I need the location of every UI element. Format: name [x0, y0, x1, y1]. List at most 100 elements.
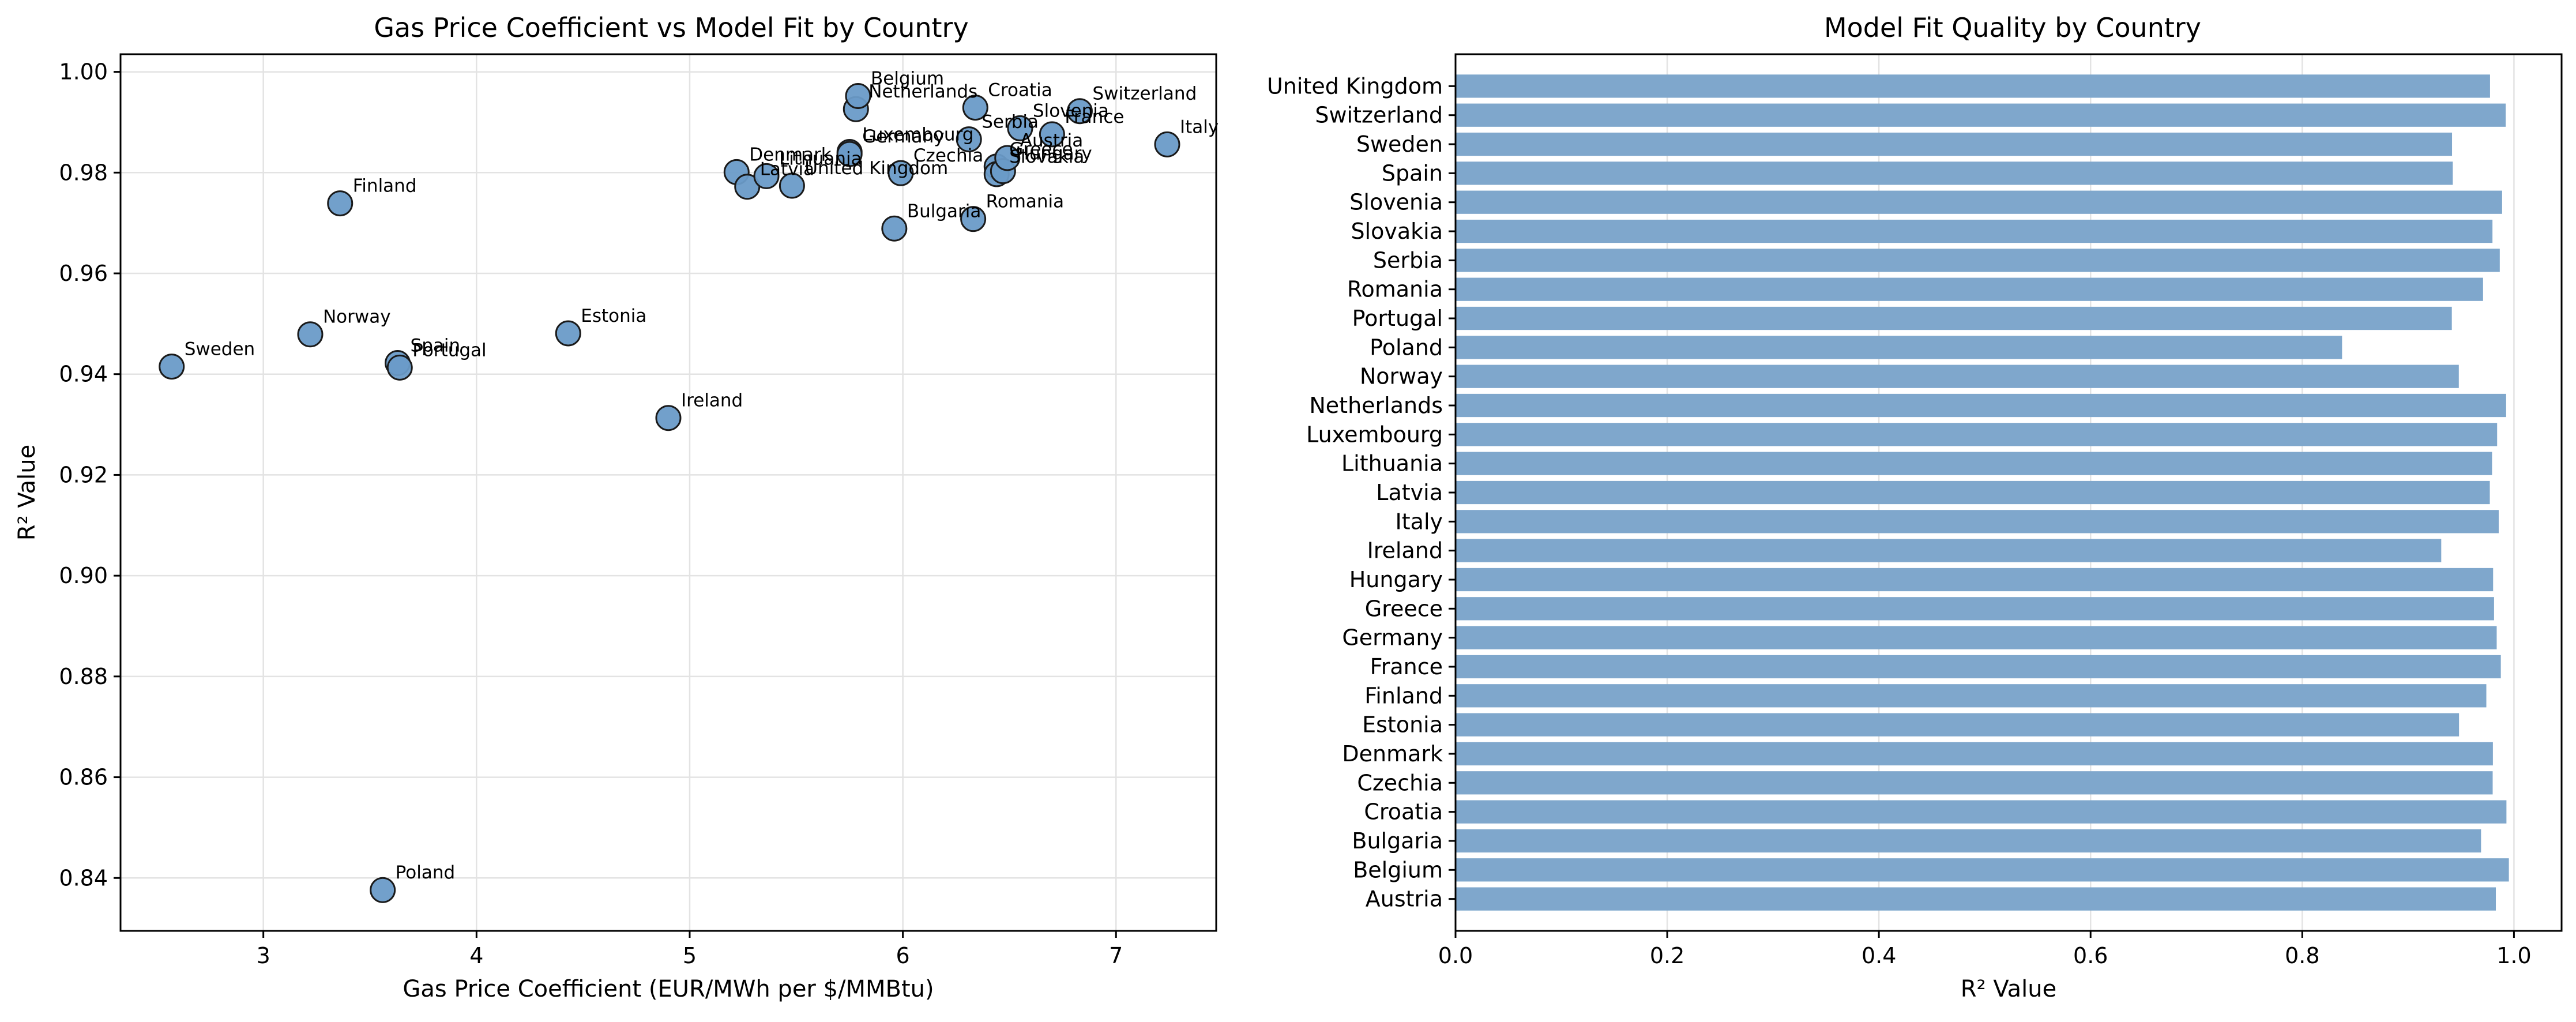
bar-category-label: Romania: [1347, 277, 1443, 302]
scatter-point-label: Serbia: [981, 112, 1039, 133]
scatter-point-label: Poland: [396, 862, 456, 883]
scatter-y-tick-label: 0.90: [59, 563, 108, 588]
scatter-point-label: Ireland: [681, 390, 743, 411]
scatter-point-label: Slovakia: [1009, 146, 1084, 167]
scatter-point: [555, 320, 581, 347]
scatter-point-label: Belgium: [871, 69, 944, 89]
bar-category-label: Austria: [1366, 886, 1443, 912]
scatter-point: [888, 160, 914, 186]
bar: [1456, 306, 2452, 330]
bar-category-label: Switzerland: [1315, 103, 1443, 128]
bar-x-axis-label: R² Value: [1961, 976, 2056, 1002]
scatter-point-label: Spain: [411, 335, 461, 356]
bar-category-label: Spain: [1382, 160, 1443, 186]
bar-category-label: Poland: [1370, 335, 1443, 360]
scatter-point-label: Estonia: [581, 306, 646, 326]
bar-category-label: United Kingdom: [1267, 73, 1443, 99]
scatter-point: [297, 321, 324, 348]
bar-category-label: Norway: [1360, 364, 1443, 389]
scatter-point-label: Finland: [353, 176, 417, 197]
scatter-point-label: Austria: [1020, 130, 1084, 151]
scatter-y-tick-label: 1.00: [59, 59, 108, 85]
bar: [1456, 684, 2487, 708]
bar: [1456, 452, 2492, 475]
scatter-point-label: Sweden: [185, 339, 255, 360]
scatter-point-label: Denmark: [749, 144, 832, 165]
bar-category-label: Germany: [1342, 625, 1443, 651]
bar-category-label: Netherlands: [1309, 393, 1443, 418]
bar-x-tick-label: 0.8: [2285, 943, 2319, 968]
bar-category-label: Belgium: [1353, 857, 1443, 882]
bar-category-label: Latvia: [1376, 480, 1443, 505]
bar: [1456, 365, 2459, 388]
scatter-point-label: Germany: [862, 126, 944, 147]
scatter-point-label: Czechia: [913, 145, 983, 166]
scatter-point: [386, 354, 413, 381]
bar-category-label: Italy: [1396, 509, 1443, 534]
scatter-x-tick-label: 7: [1109, 943, 1123, 968]
bar-category-label: Hungary: [1349, 567, 1443, 592]
scatter-point: [753, 163, 780, 189]
scatter-y-tick-label: 0.96: [59, 261, 108, 286]
bar: [1456, 219, 2493, 243]
scatter-point-label: Romania: [986, 191, 1065, 212]
scatter-point-label: Lithuania: [779, 148, 862, 169]
bar: [1456, 423, 2498, 446]
bar-category-label: Denmark: [1342, 741, 1443, 766]
scatter-y-axis-label: R² Value: [14, 445, 40, 540]
scatter-y-tick-label: 0.86: [59, 765, 108, 790]
bar-x-tick-label: 0.0: [1438, 943, 1473, 968]
scatter-point-label: United Kingdom: [804, 158, 948, 179]
scatter-point-label: Bulgaria: [907, 201, 981, 221]
scatter-point: [881, 215, 908, 242]
scatter-point: [994, 145, 1021, 171]
bar-x-tick-label: 0.6: [2073, 943, 2108, 968]
scatter-point: [962, 95, 988, 121]
scatter-title: Gas Price Coefficient vs Model Fit by Co…: [374, 12, 968, 43]
bar-category-label: Luxembourg: [1306, 422, 1443, 447]
bar-x-tick-label: 0.4: [1862, 943, 1896, 968]
bar-x-tick-label: 1.0: [2496, 943, 2531, 968]
bar: [1456, 771, 2493, 795]
scatter-point-label: Netherlands: [868, 81, 977, 102]
bar-category-label: France: [1370, 654, 1443, 679]
bar-category-label: Sweden: [1356, 131, 1443, 157]
bar-category-label: Lithuania: [1341, 451, 1443, 476]
scatter-x-tick-label: 4: [469, 943, 483, 968]
scatter-point-label: Italy: [1180, 117, 1219, 137]
scatter-point-label: Portugal: [412, 340, 486, 360]
bar: [1456, 510, 2499, 533]
bar-category-label: Serbia: [1373, 247, 1443, 273]
scatter-point: [779, 172, 805, 199]
scatter-point-label: Hungary: [1016, 144, 1092, 164]
bar-title: Model Fit Quality by Country: [1824, 12, 2201, 43]
bar-chart: Model Fit Quality by Country 0.0 0.2 0.4 0.…: [1267, 12, 2563, 1002]
scatter-point: [1066, 98, 1093, 125]
bar: [1456, 103, 2506, 127]
scatter-point-label: Greece: [1009, 139, 1073, 160]
scatter-y-tick-label: 0.88: [59, 664, 108, 689]
bar: [1456, 161, 2453, 185]
scatter-y-tick-label: 0.84: [59, 865, 108, 891]
bar: [1456, 597, 2494, 621]
bar: [1456, 742, 2493, 766]
bar: [1456, 800, 2507, 824]
bar: [1456, 480, 2490, 505]
bar: [1456, 336, 2342, 359]
bar: [1456, 829, 2481, 853]
scatter-point: [1154, 131, 1180, 157]
scatter-point-label: Luxembourg: [862, 124, 973, 145]
scatter-y-tick-label: 0.92: [59, 462, 108, 487]
scatter-x-tick-label: 3: [257, 943, 270, 968]
scatter-point: [1039, 121, 1065, 148]
bar: [1456, 713, 2460, 737]
scatter-point: [159, 354, 185, 380]
bar: [1456, 393, 2506, 418]
bar-category-label: Estonia: [1362, 712, 1443, 738]
scatter-point-label: Croatia: [988, 80, 1052, 101]
bar-category-label: Greece: [1365, 596, 1443, 621]
bar: [1456, 249, 2500, 272]
bar: [1456, 74, 2490, 98]
scatter-point-label: Switzerland: [1092, 84, 1197, 104]
